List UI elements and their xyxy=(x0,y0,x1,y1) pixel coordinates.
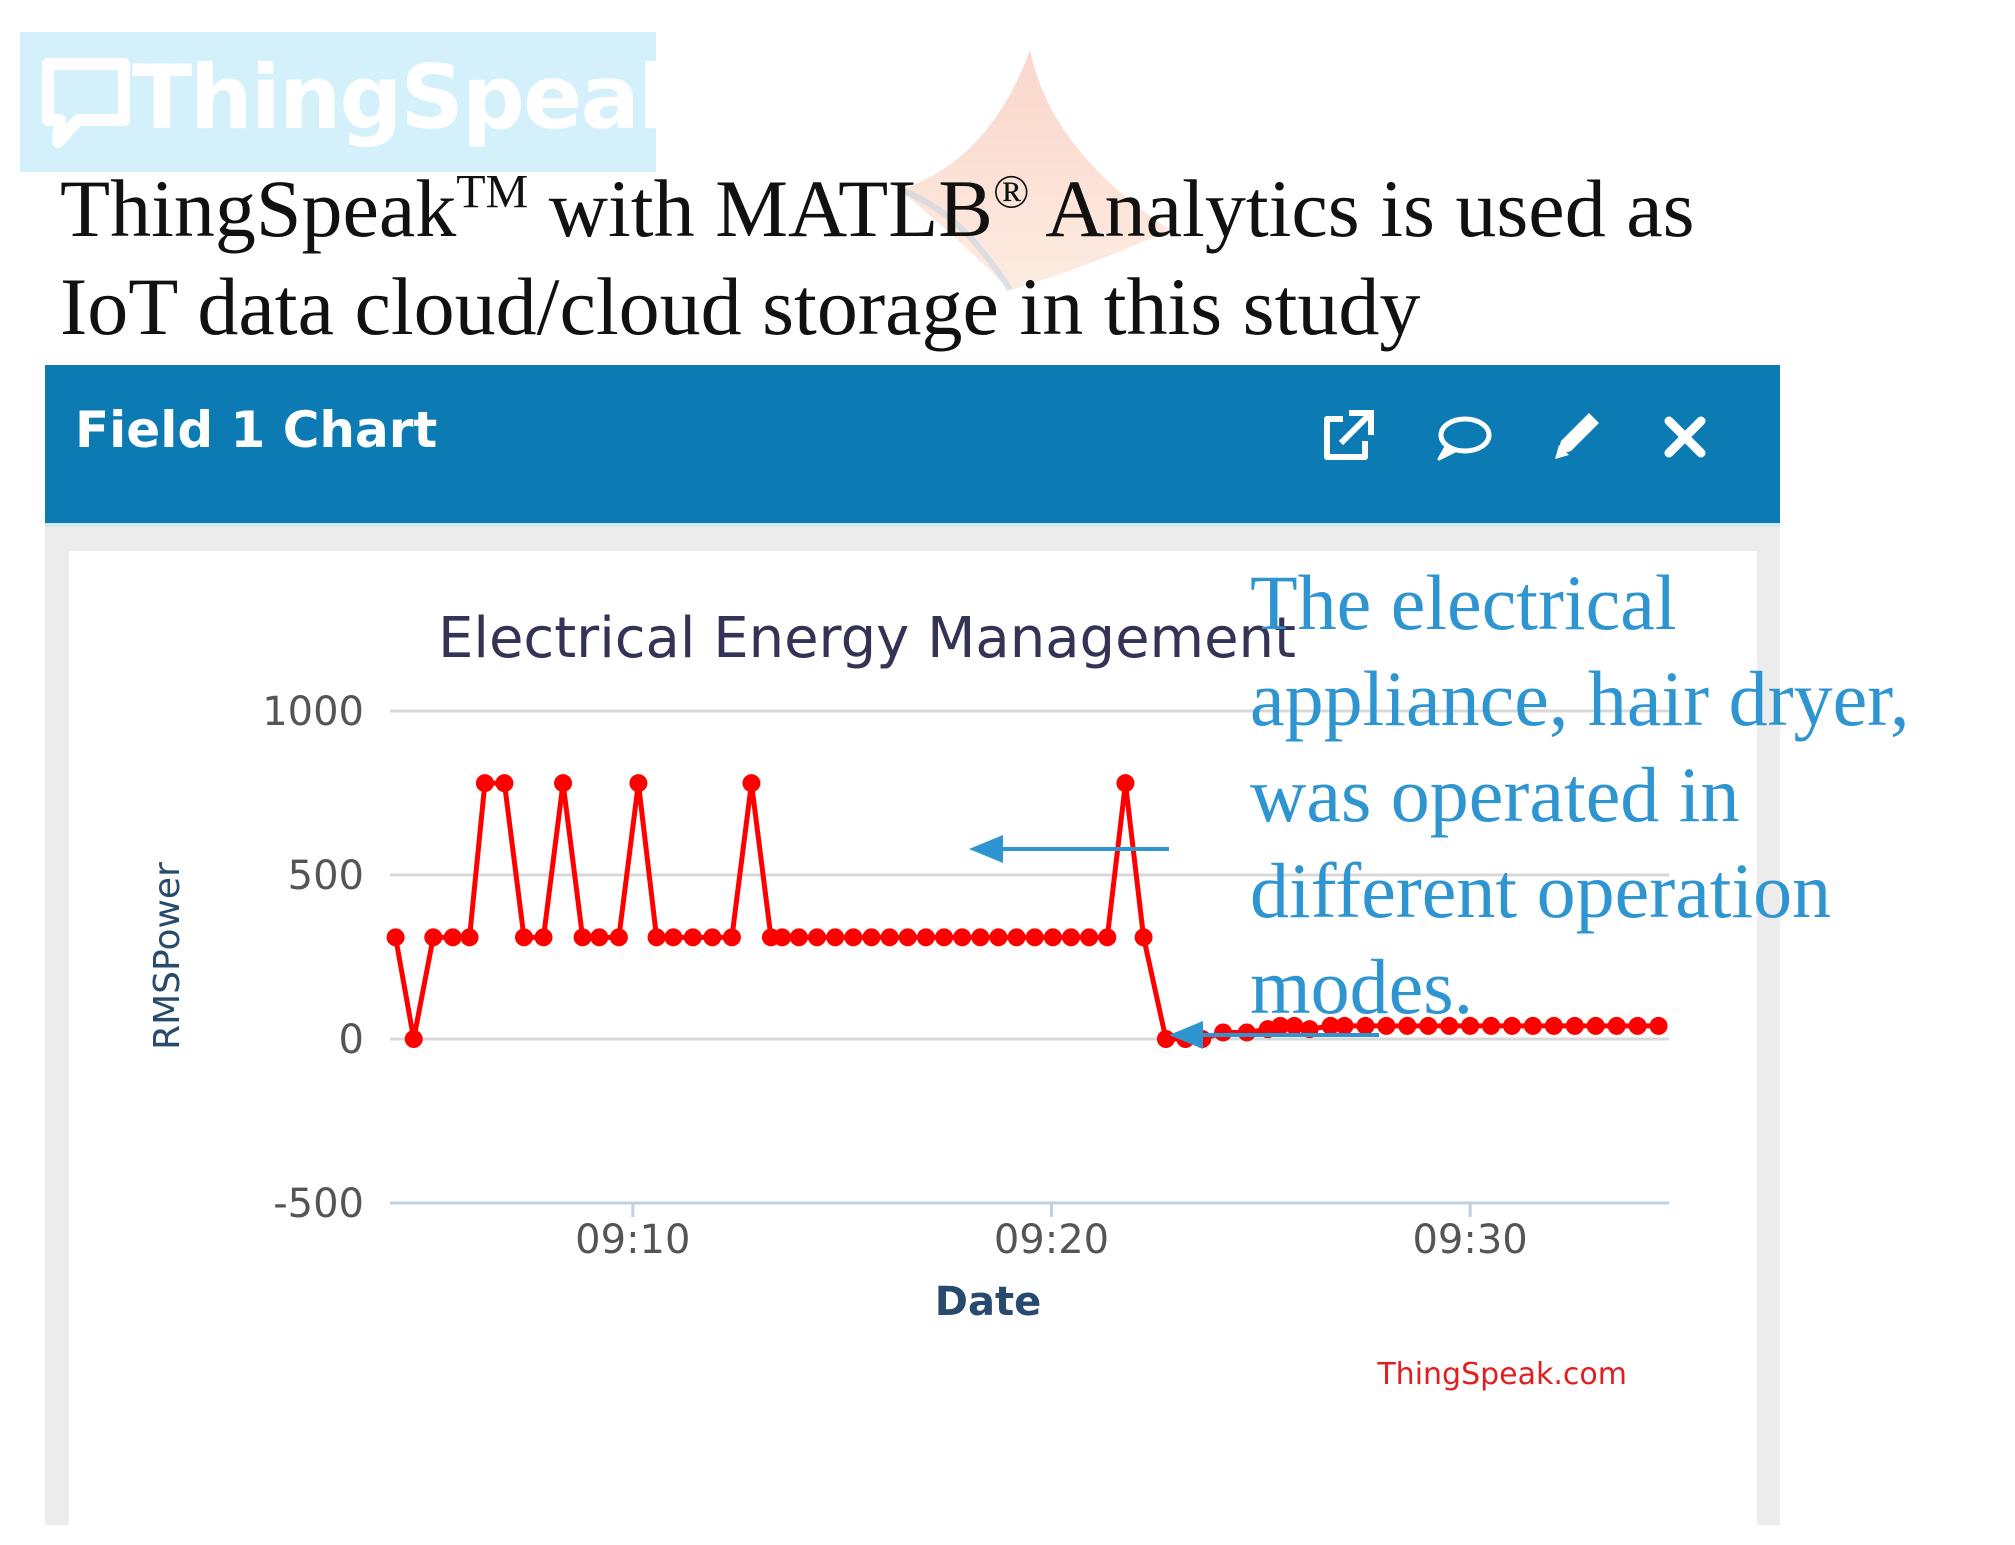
data-point xyxy=(826,928,845,947)
y-tick-label: 1000 xyxy=(262,689,364,735)
data-point xyxy=(1285,1016,1304,1035)
data-point xyxy=(703,928,722,947)
data-point xyxy=(1214,1023,1233,1042)
data-point xyxy=(1321,1016,1340,1035)
data-point xyxy=(683,928,702,947)
chart-title: Electrical Energy Management xyxy=(438,606,1296,671)
annotation-line: The electrical xyxy=(1250,559,1677,646)
data-point xyxy=(742,774,761,793)
data-point xyxy=(935,928,954,947)
y-tick-label: -500 xyxy=(273,1181,364,1227)
chart-credit[interactable]: ThingSpeak.com xyxy=(1376,1357,1627,1392)
data-point xyxy=(1116,774,1135,793)
field-chart-panel: Field 1 Chart Electrical Energy Manageme… xyxy=(45,365,1780,1525)
data-point xyxy=(1080,928,1099,947)
data-point xyxy=(460,928,479,947)
data-point xyxy=(1544,1016,1563,1035)
data-point xyxy=(1482,1016,1501,1035)
data-point xyxy=(916,928,935,947)
x-tick-label: 09:30 xyxy=(1412,1217,1527,1263)
panel-header: Field 1 Chart xyxy=(45,365,1780,527)
data-point xyxy=(647,928,666,947)
data-point xyxy=(609,928,628,947)
data-point xyxy=(514,928,533,947)
annotation-line: modes. xyxy=(1250,943,1474,1030)
y-tick-label: 0 xyxy=(339,1017,364,1063)
thingspeak-logo xyxy=(20,32,656,172)
data-point xyxy=(573,928,592,947)
data-point xyxy=(590,928,609,947)
data-point xyxy=(1565,1016,1584,1035)
external-link-icon[interactable] xyxy=(1315,405,1379,469)
data-point xyxy=(773,928,792,947)
comment-icon[interactable] xyxy=(1431,405,1495,469)
y-tick-label: 500 xyxy=(288,853,364,899)
headline: ThingSpeakTM with MATLB® Analytics is us… xyxy=(60,163,1695,352)
data-point xyxy=(534,928,553,947)
annotation-line: appliance, hair dryer, xyxy=(1250,655,1910,742)
data-point xyxy=(554,774,573,793)
data-point xyxy=(953,928,972,947)
data-point xyxy=(1503,1016,1522,1035)
data-point xyxy=(789,928,808,947)
data-point xyxy=(808,928,827,947)
data-point xyxy=(1156,1030,1175,1048)
data-point xyxy=(404,1030,423,1048)
data-point xyxy=(443,928,462,947)
annotation-line: different operation xyxy=(1250,847,1832,934)
data-point xyxy=(1335,1016,1354,1035)
data-point xyxy=(1356,1016,1375,1035)
data-point xyxy=(1043,928,1062,947)
data-point xyxy=(1134,928,1153,947)
data-point xyxy=(424,928,443,947)
data-point xyxy=(1586,1016,1605,1035)
data-point xyxy=(386,928,405,947)
logo-text: ThingSpeak™ xyxy=(132,46,720,149)
x-tick-label: 09:10 xyxy=(575,1217,690,1263)
data-point xyxy=(475,774,494,793)
arrow-left-icon xyxy=(1169,1021,1203,1049)
data-point xyxy=(722,928,741,947)
data-point xyxy=(1398,1016,1417,1035)
y-axis-label: RMSPower xyxy=(147,862,188,1050)
data-point xyxy=(898,928,917,947)
data-point xyxy=(1062,928,1081,947)
data-point xyxy=(495,774,514,793)
pencil-icon[interactable] xyxy=(1543,405,1607,469)
data-point xyxy=(971,928,990,947)
data-point xyxy=(1628,1016,1647,1035)
data-point xyxy=(1607,1016,1626,1035)
arrow-left-icon xyxy=(969,835,1003,863)
data-point xyxy=(1461,1016,1480,1035)
data-point xyxy=(1271,1016,1290,1035)
logo-tm: ™ xyxy=(694,101,720,131)
data-point xyxy=(1025,928,1044,947)
data-point xyxy=(1419,1016,1438,1035)
x-axis-label: Date xyxy=(935,1279,1041,1325)
line-chart: Electrical Energy Management 1000 500 0 -50… xyxy=(147,606,1669,1392)
chart-area: Electrical Energy Management 1000 500 0 -50… xyxy=(69,551,1757,1525)
data-point xyxy=(664,928,683,947)
data-point xyxy=(629,774,648,793)
annotation-text: The electrical appliance, hair dryer, wa… xyxy=(1250,555,2010,1035)
data-point xyxy=(1377,1016,1396,1035)
annotation-line: was operated in xyxy=(1250,751,1740,838)
data-point xyxy=(989,928,1008,947)
data-point xyxy=(1098,928,1117,947)
data-point xyxy=(1523,1016,1542,1035)
matlab-logo-icon xyxy=(899,50,1170,292)
x-tick-label: 09:20 xyxy=(994,1217,1109,1263)
data-point xyxy=(862,928,881,947)
data-point xyxy=(1440,1016,1459,1035)
panel-title: Field 1 Chart xyxy=(75,401,438,459)
data-point xyxy=(1007,928,1026,947)
data-point xyxy=(1649,1016,1668,1035)
data-point xyxy=(844,928,863,947)
chat-bubble-icon xyxy=(42,58,130,148)
data-point xyxy=(880,928,899,947)
close-icon[interactable] xyxy=(1653,405,1717,469)
